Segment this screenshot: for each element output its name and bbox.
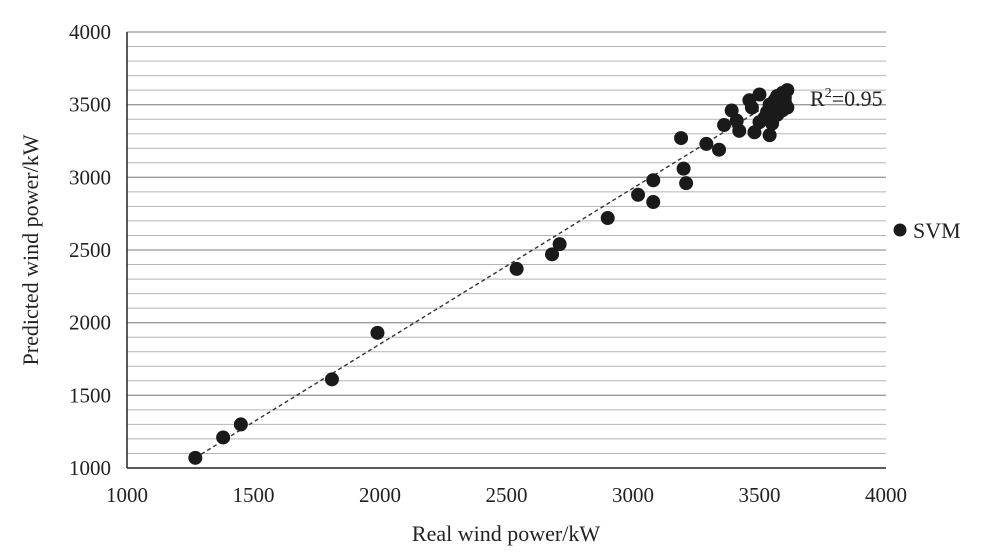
legend-label: SVM xyxy=(913,218,961,243)
r-squared-value: =0.95 xyxy=(832,86,883,111)
data-point xyxy=(780,100,795,115)
y-tick-label: 1000 xyxy=(69,456,111,480)
tick-labels: 1000 1500 2000 2500 3000 3500 4000 1000 1500 2000… xyxy=(69,20,907,507)
y-tick-label: 1500 xyxy=(69,383,111,407)
data-point xyxy=(646,173,661,188)
data-points xyxy=(188,83,795,465)
data-point xyxy=(674,131,689,146)
data-point xyxy=(780,83,795,98)
data-point xyxy=(752,87,767,102)
data-point xyxy=(732,123,747,138)
x-tick-label: 4000 xyxy=(865,483,907,507)
axes xyxy=(126,32,886,469)
data-point xyxy=(744,100,759,115)
data-point xyxy=(631,187,646,202)
x-tick-label: 3000 xyxy=(612,483,654,507)
data-point xyxy=(717,118,732,133)
data-point xyxy=(600,211,615,226)
data-point xyxy=(233,417,248,432)
y-tick-label: 3000 xyxy=(69,165,111,189)
x-tick-label: 2500 xyxy=(486,483,528,507)
data-point xyxy=(676,161,691,176)
y-tick-label: 3500 xyxy=(69,93,111,117)
legend-marker xyxy=(893,223,907,237)
data-point xyxy=(699,136,714,151)
data-point xyxy=(216,430,231,445)
r-squared-annotation: R2=0.95 xyxy=(810,86,883,111)
y-tick-label: 2000 xyxy=(69,311,111,335)
data-point xyxy=(370,325,385,340)
data-point xyxy=(509,261,524,276)
y-tick-label: 4000 xyxy=(69,20,111,44)
x-tick-label: 1500 xyxy=(233,483,275,507)
data-point xyxy=(324,372,339,387)
data-point xyxy=(712,142,727,157)
x-tick-label: 3500 xyxy=(739,483,781,507)
trendline xyxy=(194,92,788,459)
data-point xyxy=(646,195,661,210)
data-point xyxy=(552,237,567,252)
x-axis-title: Real wind power/kW xyxy=(412,521,600,546)
x-tick-label: 1000 xyxy=(106,483,148,507)
trendline-group xyxy=(194,92,788,459)
data-point xyxy=(762,128,777,143)
data-point xyxy=(545,247,560,262)
r-squared-base: R xyxy=(810,86,825,111)
x-tick-label: 2000 xyxy=(359,483,401,507)
data-point xyxy=(679,176,694,191)
y-axis-title: Predicted wind power/kW xyxy=(18,134,43,365)
r-squared-superscript: 2 xyxy=(825,86,832,101)
legend: SVM xyxy=(893,218,961,243)
data-point xyxy=(188,450,203,465)
y-tick-label: 2500 xyxy=(69,238,111,262)
